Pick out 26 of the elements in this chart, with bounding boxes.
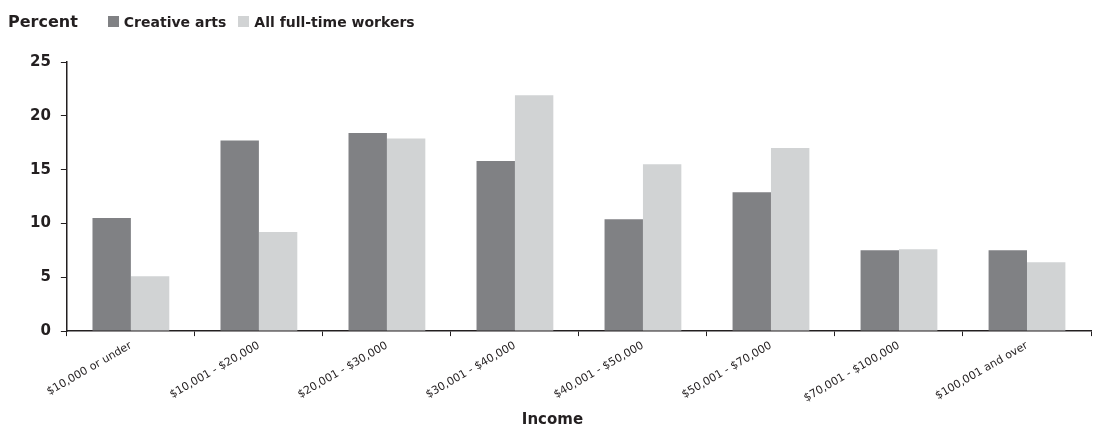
bar <box>514 95 554 331</box>
y-tick-label: 25 <box>30 51 51 70</box>
bar <box>642 164 682 331</box>
bar <box>220 140 259 331</box>
legend-label: Creative arts <box>123 13 227 30</box>
bar <box>476 161 515 331</box>
y-tick-label: 15 <box>30 159 51 178</box>
bar <box>348 133 387 331</box>
x-axis-title: Income <box>520 410 585 428</box>
y-axis-title: Percent <box>8 12 78 31</box>
y-tick-label: 10 <box>30 213 51 232</box>
bar <box>258 232 298 331</box>
y-tick-label: 0 <box>40 320 51 339</box>
bar <box>1026 262 1066 331</box>
bar <box>386 138 426 331</box>
bar <box>604 219 643 331</box>
y-tick-label: 20 <box>30 105 51 124</box>
bar <box>130 276 170 331</box>
bar <box>898 249 938 331</box>
bar <box>770 148 810 331</box>
bar <box>732 192 771 331</box>
legend-label: All full-time workers <box>254 13 415 30</box>
bar <box>92 218 131 331</box>
y-tick-label: 5 <box>40 267 51 286</box>
bar <box>860 250 899 331</box>
bar <box>988 250 1027 331</box>
